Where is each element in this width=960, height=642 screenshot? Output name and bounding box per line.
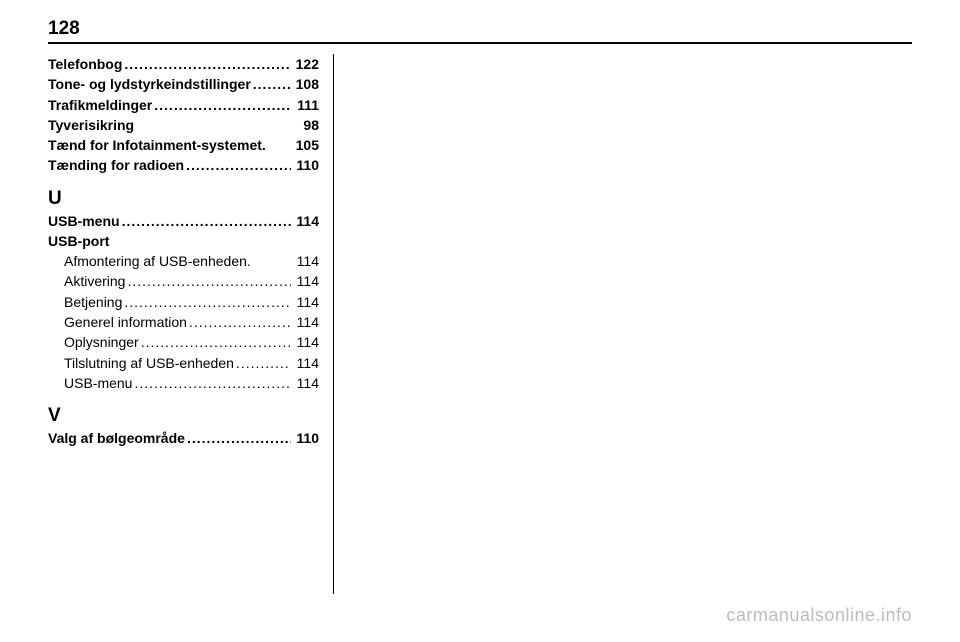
watermark: carmanualsonline.info [726,605,912,626]
index-entry: Trafikmeldinger 111 [48,95,319,115]
index-entry: Tænding for radioen 110 [48,155,319,175]
entry-page: 98 [291,115,319,135]
index-entry: Tone- og lydstyrkeindstillinger 108 [48,74,319,94]
index-entry: Tyverisikring 98 [48,115,319,135]
entry-label: Betjening [64,292,122,312]
entry-label: Valg af bølgeområde [48,428,185,448]
entry-page: 114 [291,373,319,393]
entry-label: Afmontering af USB-enheden [64,251,247,271]
entry-dots [132,373,291,393]
entry-page: 114 [291,353,319,373]
index-entry: Generel information 114 [48,312,319,332]
index-entry: Betjening 114 [48,292,319,312]
entry-page: 114 [291,211,319,231]
index-entry: Oplysninger 114 [48,332,319,352]
entry-page: 110 [291,155,319,175]
entry-label: Trafikmeldinger [48,95,152,115]
entry-label: Aktivering [64,271,125,291]
page-number: 128 [48,18,912,40]
entry-label: Tyverisikring [48,115,134,135]
entry-dots [125,271,291,291]
entry-separator: . [262,135,266,155]
index-entry: Telefonbog 122 [48,54,319,74]
entry-dots [251,74,291,94]
entry-label: Oplysninger [64,332,139,352]
group-head: USB-port [48,231,319,251]
entry-page: 105 [291,135,319,155]
entry-page: 122 [291,54,319,74]
index-entry: USB-menu 114 [48,373,319,393]
entry-page: 114 [291,251,319,271]
section-letter: U [48,188,319,211]
entry-label: Telefonbog [48,54,122,74]
index-column: Telefonbog122Tone- og lydstyrkeindstilli… [48,54,334,594]
section-letter: V [48,405,319,428]
header-rule [48,42,912,44]
entry-dots [122,292,291,312]
entry-dots [152,95,291,115]
entry-dots [122,54,291,74]
entry-label: USB-menu [64,373,132,393]
entry-label: Tilslutning af USB-enheden [64,353,234,373]
entry-label: Tone- og lydstyrkeindstillinger [48,74,251,94]
entry-dots [184,155,291,175]
entry-page: 114 [291,312,319,332]
index-entry: Tilslutning af USB-enheden 114 [48,353,319,373]
index-entry: Valg af bølgeområde 110 [48,428,319,448]
entry-page: 114 [291,292,319,312]
entry-page: 108 [291,74,319,94]
entry-dots [139,332,291,352]
entry-page: 111 [291,95,319,115]
entry-label: USB-menu [48,211,120,231]
index-entry: USB-menu 114 [48,211,319,231]
page-container: 128 Telefonbog122Tone- og lydstyrkeindst… [0,0,960,642]
entry-dots [120,211,291,231]
index-entry: Tænd for Infotainment-systemet. 105 [48,135,319,155]
entry-page: 114 [291,332,319,352]
entry-page: 110 [291,428,319,448]
index-entry: Aktivering 114 [48,271,319,291]
entry-dots [185,428,291,448]
entry-dots [234,353,291,373]
entry-label: Tænding for radioen [48,155,184,175]
entry-label: Tænd for Infotainment-systemet [48,135,262,155]
index-entry: Afmontering af USB-enheden. 114 [48,251,319,271]
entry-label: Generel information [64,312,187,332]
entry-page: 114 [291,271,319,291]
entry-dots [187,312,291,332]
columns: Telefonbog122Tone- og lydstyrkeindstilli… [48,54,912,594]
entry-separator: . [247,251,251,271]
